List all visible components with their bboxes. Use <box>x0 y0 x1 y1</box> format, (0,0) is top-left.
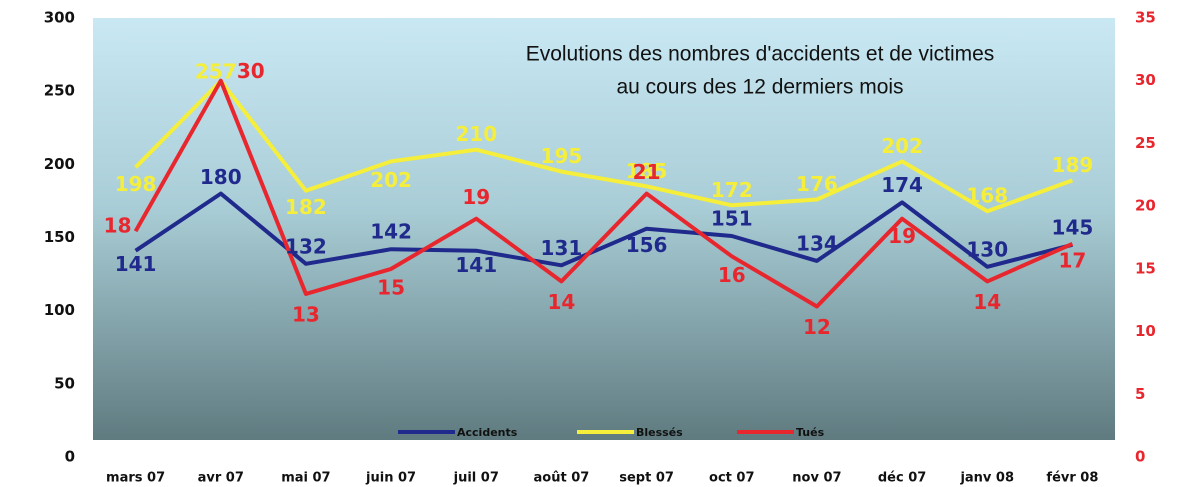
x-tick-label: juil 07 <box>453 471 499 486</box>
data-label: 202 <box>370 168 412 192</box>
data-label: 14 <box>973 290 1001 314</box>
x-tick-label: mai 07 <box>281 471 330 486</box>
data-label: 180 <box>200 165 242 189</box>
data-label: 130 <box>966 237 1008 261</box>
y2-tick-label: 30 <box>1135 71 1156 89</box>
x-tick-label: juin 07 <box>365 471 416 486</box>
data-label: 172 <box>711 178 753 202</box>
y-tick-label: 250 <box>44 82 75 100</box>
data-label: 19 <box>462 185 490 209</box>
data-label: 17 <box>1058 248 1086 272</box>
y-tick-label: 200 <box>44 155 75 173</box>
data-label: 174 <box>881 173 923 197</box>
data-label: 131 <box>541 236 583 260</box>
x-tick-label: nov 07 <box>792 471 841 486</box>
y2-tick-label: 20 <box>1135 197 1156 215</box>
y-tick-label: 0 <box>65 448 75 466</box>
data-label: 182 <box>285 195 327 219</box>
series-line <box>134 78 1074 214</box>
x-tick-label: févr 08 <box>1046 471 1098 486</box>
data-label: 19 <box>888 224 916 248</box>
series-line <box>133 78 1074 309</box>
data-label: 151 <box>711 207 753 231</box>
x-tick-label: sept 07 <box>619 471 674 486</box>
data-label: 134 <box>796 231 838 255</box>
x-tick-label: mars 07 <box>106 471 165 486</box>
y2-tick-label: 15 <box>1135 259 1156 277</box>
y2-tick-label: 10 <box>1135 322 1156 340</box>
legend-label: Accidents <box>457 426 518 439</box>
y2-tick-label: 0 <box>1135 448 1145 466</box>
y-tick-label: 50 <box>54 374 75 392</box>
data-label: 195 <box>541 144 583 168</box>
x-tick-label: oct 07 <box>709 471 754 486</box>
legend-label: Tués <box>796 426 825 439</box>
y-tick-label: 150 <box>44 228 75 246</box>
data-label: 132 <box>285 234 327 258</box>
data-label: 21 <box>633 160 661 184</box>
y2-tick-label: 5 <box>1135 385 1145 403</box>
x-tick-label: déc 07 <box>878 471 926 486</box>
data-label: 18 <box>104 214 132 238</box>
data-label: 185 <box>626 159 668 183</box>
data-label: 168 <box>966 184 1008 208</box>
data-label: 14 <box>547 290 575 314</box>
y2-tick-label: 25 <box>1135 134 1156 152</box>
y-tick-label: 100 <box>44 301 75 319</box>
x-tick-label: août 07 <box>534 471 590 486</box>
chart-title: Evolutions des nombres d'accidents et de… <box>526 43 995 66</box>
data-label: 202 <box>881 134 923 158</box>
data-label: 156 <box>626 233 668 257</box>
y2-tick-label: 35 <box>1135 9 1156 27</box>
data-label: 15 <box>377 275 405 299</box>
data-label: 176 <box>796 172 838 196</box>
series-line <box>134 191 1073 269</box>
data-label: 257 <box>195 59 237 83</box>
data-label: 198 <box>115 172 157 196</box>
data-label: 12 <box>803 315 831 339</box>
data-label: 141 <box>455 253 497 277</box>
x-tick-label: avr 07 <box>198 471 244 486</box>
data-label: 141 <box>115 252 157 276</box>
data-label: 16 <box>718 263 746 287</box>
data-label: 13 <box>292 302 320 326</box>
data-label: 210 <box>455 122 497 146</box>
x-tick-label: janv 08 <box>959 471 1014 486</box>
data-label: 142 <box>370 220 412 244</box>
data-label: 189 <box>1052 153 1094 177</box>
data-label: 145 <box>1052 215 1094 239</box>
chart-title: au cours des 12 dermiers mois <box>616 76 903 99</box>
data-label: 30 <box>237 59 265 83</box>
y-tick-label: 300 <box>44 9 75 27</box>
legend-label: Blessés <box>636 426 683 439</box>
